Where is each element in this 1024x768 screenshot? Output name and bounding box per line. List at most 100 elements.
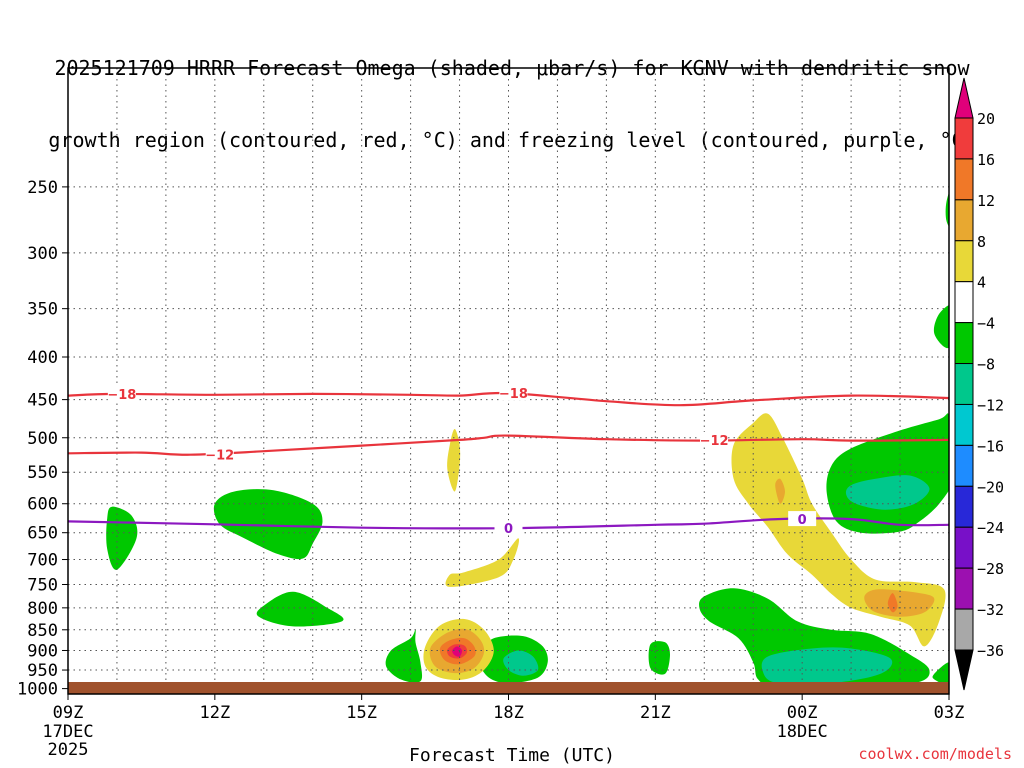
x-tick-label: 21Z: [640, 703, 671, 723]
y-tick-label: 500: [27, 429, 58, 449]
colorbar-segment: [954, 363, 974, 405]
omega-region-3: [385, 629, 423, 683]
contour-label: 0: [504, 522, 513, 537]
omega-region-22: [864, 589, 935, 617]
contour-label-bg: [700, 431, 729, 447]
y-tick-label: 400: [27, 348, 58, 368]
omega-region-0: [106, 506, 138, 570]
omega-region-21: [731, 413, 946, 647]
colorbar-segment: [954, 608, 974, 651]
y-tick-label: 350: [27, 300, 58, 320]
chart-title-line-2: growth region (contoured, red, °C) and f…: [48, 128, 976, 152]
omega-region-12: [945, 192, 949, 227]
contour--12: [68, 434, 949, 456]
colorbar-label: −28: [977, 560, 1004, 578]
ground-bar: [68, 682, 949, 694]
omega-region-2: [256, 591, 344, 627]
colorbar-segment: [954, 158, 974, 201]
colorbar-label: 20: [977, 110, 995, 128]
omega-shading: [106, 192, 949, 690]
contour-label: −12: [700, 434, 729, 449]
colorbar-segment: [954, 444, 974, 487]
y-tick-label: 300: [27, 244, 58, 264]
y-tick-label: 1000: [17, 680, 58, 700]
y-tick-label: 850: [27, 621, 58, 641]
x-tick-label: 09Z: [53, 703, 84, 723]
x-tick-sublabel: 17DEC: [42, 722, 93, 742]
omega-region-24: [887, 593, 898, 613]
colorbar-segment: [954, 240, 974, 283]
colorbar-bottom-arrow: [954, 649, 974, 691]
contour-lines: −18 −18 −12 −12 0 0: [68, 385, 949, 537]
colorbar-label: −4: [977, 315, 995, 333]
colorbar-label: −32: [977, 601, 1004, 619]
contour-label-bg: [499, 385, 528, 401]
colorbar-segment: [954, 485, 974, 528]
colorbar-segment: [954, 526, 974, 569]
colorbar-label: −20: [977, 478, 1004, 496]
y-axis: 2503003504004505005506006507007508008509…: [17, 178, 68, 700]
x-tick-sublabel-year: 2025: [48, 740, 89, 760]
contour-label-bg: [107, 385, 136, 401]
omega-region-5: [503, 650, 539, 676]
omega-region-20: [452, 646, 463, 657]
contour-label: −12: [205, 449, 234, 464]
omega-region-14: [447, 429, 461, 492]
y-tick-label: 950: [27, 661, 58, 681]
contour-label: −18: [499, 387, 528, 402]
colorbar-label: −8: [977, 356, 995, 374]
omega-region-15: [445, 538, 520, 587]
colorbar-label: 8: [977, 233, 986, 251]
y-tick-label: 700: [27, 551, 58, 571]
colorbar-label: 16: [977, 151, 995, 169]
omega-region-8: [761, 647, 893, 685]
omega-region-23: [775, 478, 785, 504]
y-tick-label: 650: [27, 524, 58, 544]
y-tick-label: 600: [27, 495, 58, 515]
colorbar-segment: [954, 567, 974, 610]
omega-region-13: [932, 662, 949, 686]
colorbar-label: −36: [977, 642, 1004, 660]
footer-site-link[interactable]: coolwx.com/models: [858, 745, 1012, 763]
colorbar-segment: [954, 117, 974, 160]
colorbar: 20 16 12 8 4 −4 −8 −12 −16 −20 −24 −28 −32 −36: [954, 77, 1004, 691]
colorbar-segment: [954, 199, 974, 242]
colorbar-segment: [954, 403, 974, 446]
contour--18: [68, 391, 949, 407]
contour-label-bg: [205, 446, 234, 462]
colorbar-label: −24: [977, 519, 1004, 537]
x-tick-label: 12Z: [199, 703, 230, 723]
y-tick-label: 900: [27, 641, 58, 661]
colorbar-label: 12: [977, 192, 995, 210]
y-tick-label: 550: [27, 463, 58, 483]
x-tick-label: 18Z: [493, 703, 524, 723]
contour-0: [68, 517, 949, 530]
x-tick-label: 15Z: [346, 703, 377, 723]
omega-region-1: [213, 489, 323, 560]
grid: [68, 68, 949, 694]
colorbar-label: −16: [977, 437, 1004, 455]
contour-label: 0: [798, 513, 807, 528]
y-tick-label: 800: [27, 599, 58, 619]
contour-label-bg: [494, 520, 523, 536]
x-axis-label: Forecast Time (UTC): [409, 745, 615, 766]
x-tick-label: 03Z: [934, 703, 965, 723]
omega-region-11: [933, 304, 949, 349]
colorbar-label: 4: [977, 274, 986, 292]
contour-label-bg: [788, 511, 817, 527]
colorbar-segment: [954, 322, 974, 365]
y-tick-label: 450: [27, 391, 58, 411]
colorbar-label: −12: [977, 396, 1004, 414]
omega-region-6: [648, 641, 670, 675]
y-tick-label: 250: [27, 178, 58, 198]
y-tick-label: 750: [27, 575, 58, 595]
omega-region-9: [826, 413, 949, 534]
omega-region-10: [845, 475, 930, 510]
x-tick-label: 00Z: [787, 703, 818, 723]
x-tick-sublabel: 18DEC: [777, 722, 828, 742]
colorbar-segment: [954, 281, 974, 324]
colorbar-top-arrow: [954, 77, 974, 119]
contour-label: −18: [107, 388, 136, 403]
